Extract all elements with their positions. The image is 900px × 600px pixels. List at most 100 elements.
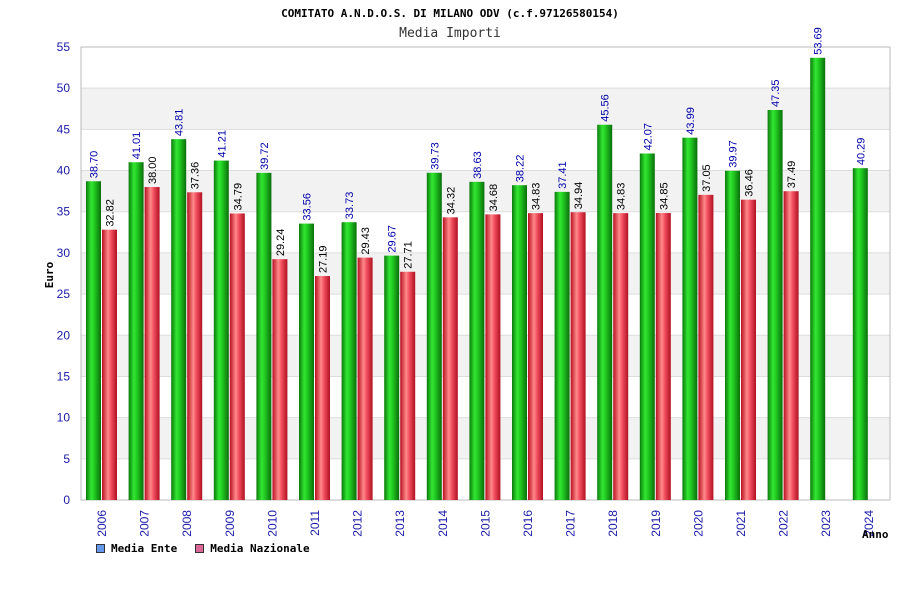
y-tick-label: 25 bbox=[57, 287, 71, 301]
x-tick-label: 2017 bbox=[564, 510, 578, 537]
bar-media-ente bbox=[213, 160, 229, 500]
x-tick-label: 2024 bbox=[862, 510, 876, 537]
y-tick-label: 15 bbox=[57, 369, 71, 383]
bar-media-ente bbox=[597, 124, 613, 500]
bar-media-nazionale bbox=[144, 187, 160, 500]
x-tick-label: 2008 bbox=[180, 510, 194, 537]
data-label-media-nazionale: 34.94 bbox=[573, 182, 585, 210]
bar-media-nazionale bbox=[102, 229, 117, 500]
x-tick-label: 2021 bbox=[734, 510, 748, 537]
data-label-media-nazionale: 34.32 bbox=[445, 187, 457, 215]
bar-media-nazionale bbox=[613, 213, 629, 501]
data-label-media-ente: 39.73 bbox=[429, 142, 441, 170]
y-tick-label: 35 bbox=[57, 205, 71, 219]
y-tick-label: 50 bbox=[57, 81, 71, 95]
bar-media-nazionale bbox=[741, 199, 756, 500]
grid-band bbox=[81, 47, 890, 89]
bar-media-ente bbox=[682, 137, 698, 500]
bar-media-ente bbox=[639, 153, 655, 500]
data-label-media-ente: 37.41 bbox=[557, 161, 569, 189]
bar-media-ente bbox=[256, 172, 272, 501]
bar-media-nazionale bbox=[272, 259, 288, 500]
x-tick-label: 2009 bbox=[223, 510, 237, 537]
bar-media-nazionale bbox=[315, 276, 330, 500]
bar-media-nazionale bbox=[187, 192, 203, 500]
data-label-media-ente: 38.22 bbox=[515, 155, 527, 183]
x-tick-label: 2023 bbox=[819, 510, 833, 537]
data-label-media-ente: 41.01 bbox=[131, 132, 143, 160]
chart-subtitle: Media Importi bbox=[399, 26, 501, 41]
x-tick-label: 2018 bbox=[606, 510, 620, 537]
bar-media-ente bbox=[767, 110, 783, 500]
data-label-media-nazionale: 36.46 bbox=[744, 169, 756, 197]
bar-media-nazionale bbox=[655, 212, 671, 501]
bar-media-ente bbox=[384, 255, 400, 500]
data-label-media-ente: 41.21 bbox=[216, 130, 228, 158]
bar-media-ente bbox=[469, 181, 485, 500]
x-tick-label: 2010 bbox=[265, 510, 279, 537]
y-tick-label: 5 bbox=[63, 452, 70, 466]
x-tick-label: 2014 bbox=[436, 510, 450, 537]
bar-media-ente bbox=[341, 222, 357, 501]
bar-media-ente bbox=[426, 172, 442, 500]
y-tick-label: 45 bbox=[57, 122, 71, 136]
bar-media-nazionale bbox=[570, 212, 586, 501]
data-label-media-nazionale: 34.83 bbox=[616, 183, 628, 211]
x-tick-label: 2022 bbox=[777, 510, 791, 537]
data-label-media-ente: 43.99 bbox=[685, 107, 697, 135]
bar-media-ente bbox=[554, 191, 570, 501]
bar-media-nazionale bbox=[528, 213, 543, 501]
data-label-media-nazionale: 29.24 bbox=[275, 229, 287, 257]
y-axis-ticks: 0 5 10 15 20 25 30 35 40 45 50 55 bbox=[57, 40, 71, 507]
data-label-media-ente: 33.56 bbox=[302, 193, 314, 221]
y-tick-label: 40 bbox=[57, 164, 71, 178]
legend-item-ente: Media Ente bbox=[96, 542, 177, 555]
bars: 38.70 32.82 41.01 38.00 43.81 37.36 41.21 34.79… bbox=[86, 27, 868, 501]
data-label-media-ente: 40.29 bbox=[855, 138, 867, 166]
data-label-media-nazionale: 38.00 bbox=[147, 156, 159, 184]
bar-media-nazionale bbox=[400, 271, 416, 500]
bar-media-ente bbox=[725, 170, 740, 500]
bar-media-ente bbox=[86, 181, 101, 500]
data-label-media-ente: 39.72 bbox=[259, 142, 271, 170]
data-label-media-ente: 53.69 bbox=[813, 27, 825, 55]
data-label-media-nazionale: 27.71 bbox=[403, 241, 415, 269]
bar-media-ente bbox=[512, 185, 527, 500]
bar-media-nazionale bbox=[783, 191, 799, 500]
data-label-media-ente: 43.81 bbox=[174, 109, 186, 137]
bar-media-ente bbox=[171, 139, 187, 500]
data-label-media-nazionale: 34.79 bbox=[232, 183, 244, 211]
x-tick-label: 2011 bbox=[308, 510, 322, 536]
data-label-media-nazionale: 34.85 bbox=[658, 182, 670, 210]
data-label-media-ente: 47.35 bbox=[770, 79, 782, 107]
x-tick-label: 2016 bbox=[521, 510, 535, 537]
data-label-media-nazionale: 34.68 bbox=[488, 184, 500, 212]
y-axis-label: Euro bbox=[43, 261, 56, 288]
y-tick-label: 55 bbox=[57, 40, 71, 54]
chart-title: COMITATO A.N.D.O.S. DI MILANO ODV (c.f.9… bbox=[281, 7, 619, 20]
legend-swatch-nazionale bbox=[195, 544, 205, 553]
data-label-media-nazionale: 34.83 bbox=[531, 183, 543, 211]
y-tick-label: 10 bbox=[57, 411, 71, 425]
bar-media-ente bbox=[128, 162, 144, 500]
x-tick-label: 2007 bbox=[138, 510, 152, 537]
bar-media-ente bbox=[299, 223, 314, 500]
data-label-media-nazionale: 32.82 bbox=[105, 199, 117, 227]
bar-media-nazionale bbox=[485, 214, 501, 500]
bar-media-ente bbox=[852, 168, 868, 500]
data-label-media-ente: 45.56 bbox=[600, 94, 612, 122]
data-label-media-ente: 29.67 bbox=[387, 225, 399, 253]
bar-media-nazionale bbox=[442, 217, 458, 500]
data-label-media-nazionale: 37.49 bbox=[786, 161, 798, 189]
bar-media-nazionale bbox=[698, 194, 714, 501]
data-label-media-ente: 42.07 bbox=[642, 123, 654, 151]
bar-media-ente bbox=[810, 57, 826, 500]
x-axis-ticks: 2006 2007 2008 2009 2010 2011 2012 2013 2014 2015… bbox=[95, 510, 876, 537]
x-tick-label: 2013 bbox=[393, 510, 407, 537]
legend-label-ente: Media Ente bbox=[111, 542, 178, 555]
data-label-media-ente: 33.73 bbox=[344, 192, 356, 220]
data-label-media-nazionale: 27.19 bbox=[318, 246, 330, 274]
legend-item-nazionale: Media Nazionale bbox=[195, 542, 310, 555]
x-tick-label: 2020 bbox=[691, 510, 705, 537]
